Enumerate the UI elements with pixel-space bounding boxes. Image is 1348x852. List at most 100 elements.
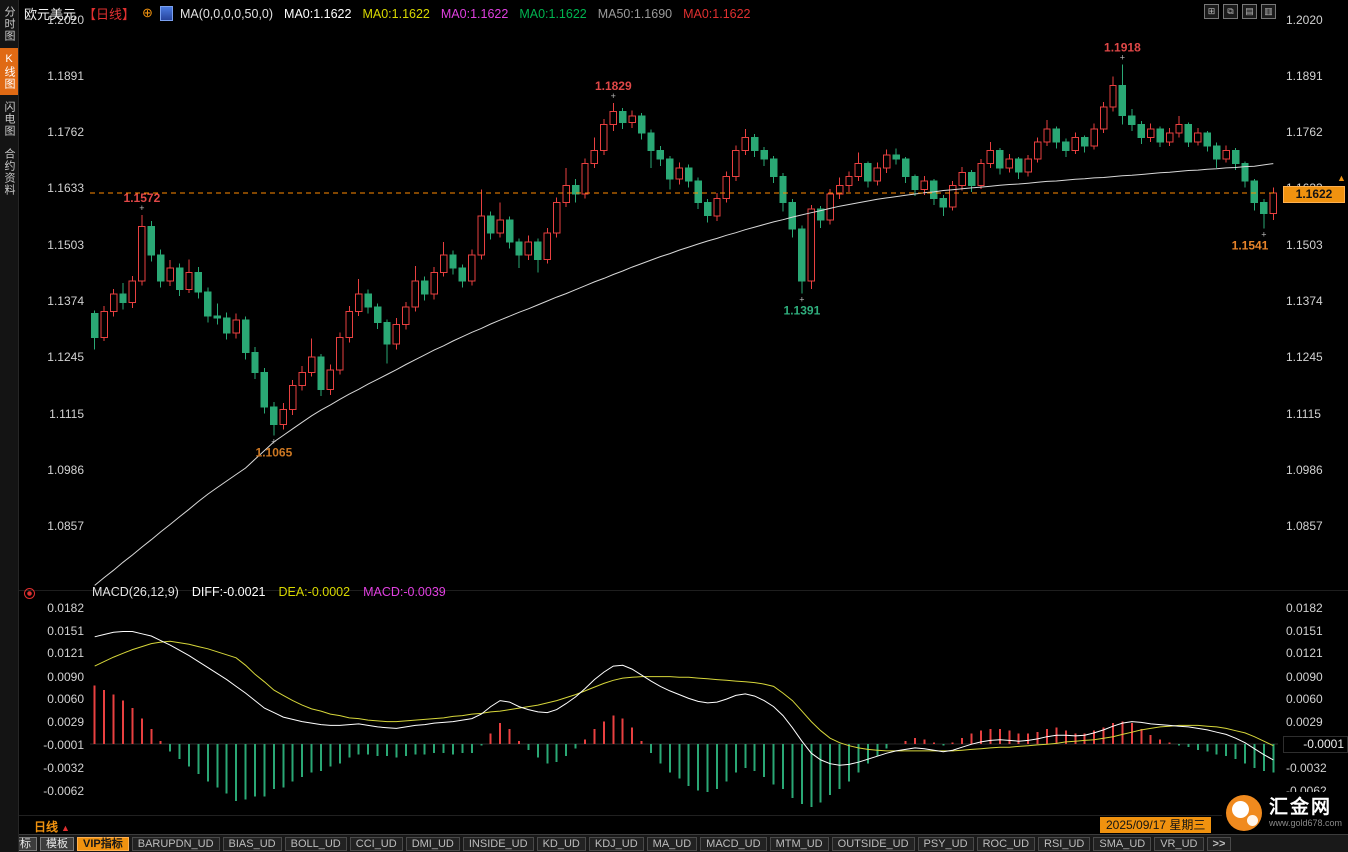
svg-text:+: +: [139, 203, 144, 213]
price-axis-label: 1.2020: [1286, 13, 1323, 28]
price-axis-label: 1.1762: [47, 125, 84, 140]
ma-legend-item: MA0:1.1622: [519, 6, 587, 21]
macd-axis-label: 0.0090: [1286, 669, 1323, 684]
ma-legend-item: MA(0,0,0,0,50,0): [179, 6, 274, 21]
current-price-tag: 1.1622: [1283, 186, 1345, 203]
svg-text:1.1829: 1.1829: [595, 79, 632, 93]
price-axis-label: 1.1374: [1286, 294, 1323, 308]
tab-rsi-ud[interactable]: RSI_UD: [1038, 836, 1091, 851]
price-axis-label: 1.1503: [1286, 237, 1323, 252]
price-axis-label: 1.0857: [47, 518, 84, 533]
tab-psy-ud[interactable]: PSY_UD: [917, 836, 974, 851]
svg-text:+: +: [1261, 229, 1266, 239]
tab-more[interactable]: >>: [1206, 836, 1232, 851]
price-axis-label: 1.1891: [1286, 69, 1323, 84]
macd-axis-label: 0.0121: [47, 646, 84, 661]
logo-icon: [1226, 795, 1262, 831]
tab-macd-ud[interactable]: MACD_UD: [700, 836, 767, 851]
tab-bias-ud[interactable]: BIAS_UD: [222, 836, 282, 851]
ma-legend-item: MA0:1.1622: [440, 6, 509, 21]
price-axis-label: 1.1503: [47, 237, 84, 252]
macd-chart[interactable]: [90, 594, 1278, 814]
macd-legend-item: MACD:-0.0039: [363, 585, 446, 599]
macd-axis-label: 0.0090: [47, 669, 84, 684]
tab-roc-ud[interactable]: ROC_UD: [976, 836, 1036, 851]
tab-sma-ud[interactable]: SMA_UD: [1093, 836, 1152, 851]
ma-legend-item: MA0:1.1622: [683, 6, 751, 21]
tab-vr-ud[interactable]: VR_UD: [1154, 836, 1204, 851]
price-axis-label: 1.1891: [47, 69, 84, 84]
panel-divider: [0, 590, 1348, 591]
ma-legend-item: MA50:1.1690: [597, 6, 673, 21]
svg-text:+: +: [799, 295, 804, 305]
price-axis-label: 1.1115: [49, 406, 84, 421]
svg-text:1.1391: 1.1391: [784, 304, 821, 318]
price-chart[interactable]: +1.1572+1.1065+1.1829+1.1391+1.1918+1.15…: [90, 14, 1278, 588]
selected-date-box: 2025/09/17 星期三: [1100, 817, 1212, 833]
macd-legend-item: DEA:-0.0002: [278, 585, 351, 599]
tab-barupdn-ud[interactable]: BARUPDN_UD: [131, 836, 220, 851]
site-logo: 汇金网 www.gold678.com: [1222, 792, 1348, 834]
price-axis-label: 1.1762: [1286, 125, 1323, 140]
split-rows-icon[interactable]: ▤: [1242, 4, 1257, 19]
tab-templates[interactable]: 模板: [40, 836, 74, 851]
svg-text:1.1065: 1.1065: [256, 445, 293, 459]
macd-legend-item: MACD(26,12,9): [92, 585, 179, 599]
price-direction-icon: ▲: [1337, 173, 1346, 183]
tab-mtm-ud[interactable]: MTM_UD: [769, 836, 829, 851]
price-axis-label: 1.1245: [47, 350, 84, 365]
chart-mode-rail: 分时图 K线图闪电图合约资料: [0, 0, 19, 852]
tab-dmi-ud[interactable]: DMI_UD: [405, 836, 460, 851]
macd-axis-label: -0.0032: [43, 761, 84, 776]
svg-text:+: +: [611, 91, 616, 101]
tab-time-chart[interactable]: 分时图: [3, 6, 15, 42]
macd-axis-label: 0.0060: [1286, 692, 1323, 707]
indicator-marker-icon[interactable]: [24, 588, 35, 599]
macd-legend-item: DIFF:-0.0021: [191, 585, 266, 599]
macd-axis-label: -0.0062: [43, 783, 84, 798]
period-title: 【日线】: [83, 6, 136, 22]
split-columns-icon[interactable]: ▥: [1261, 4, 1276, 19]
price-axis-label: 1.1245: [1286, 350, 1323, 365]
macd-axis-label: -0.0001: [43, 737, 84, 752]
macd-axis-label: 0.0151: [1286, 623, 1323, 638]
tab-kline-chart[interactable]: K线图: [0, 48, 18, 95]
add-indicator-icon[interactable]: ⊕: [142, 5, 153, 20]
tab-boll-ud[interactable]: BOLL_UD: [284, 836, 347, 851]
ma-legend-item: MA0:1.1622: [362, 6, 430, 21]
ma-legend-item: MA0:1.1622: [284, 6, 352, 21]
macd-axis-label: 0.0151: [47, 623, 84, 638]
tab-inside-ud[interactable]: INSIDE_UD: [462, 836, 534, 851]
tab-ma-ud[interactable]: MA_UD: [646, 836, 698, 851]
tab-flash-chart[interactable]: 闪电图: [3, 101, 15, 137]
window-controls: ⊞ ⧉ ▤ ▥: [1204, 4, 1276, 19]
macd-axis-label: 0.0182: [1286, 600, 1323, 615]
symbol-title: 欧元美元: [24, 6, 77, 22]
logo-text: 汇金网: [1269, 797, 1333, 818]
macd-value-box: -0.0001: [1283, 736, 1348, 753]
macd-axis-label: 0.0182: [47, 600, 84, 615]
cascade-windows-icon[interactable]: ⧉: [1223, 4, 1238, 19]
tab-cci-ud[interactable]: CCI_UD: [349, 836, 403, 851]
tab-outside-ud[interactable]: OUTSIDE_UD: [831, 836, 915, 851]
price-axis-label: 1.1633: [47, 181, 84, 196]
macd-axis-label: 0.0121: [1286, 646, 1323, 661]
svg-text:1.1572: 1.1572: [124, 191, 161, 205]
price-axis-label: 1.1115: [1286, 406, 1321, 421]
price-axis-label: 1.0986: [1286, 462, 1323, 477]
tab-kdj-ud[interactable]: KDJ_UD: [588, 836, 644, 851]
tile-windows-icon[interactable]: ⊞: [1204, 4, 1219, 19]
indicator-settings-icon[interactable]: [159, 5, 173, 21]
tab-vip-indicators[interactable]: VIP指标: [77, 836, 129, 851]
time-axis-bar: 日线 ▲ 2025/09/17 星期三: [0, 815, 1348, 835]
tab-contract-info[interactable]: 合约资料: [3, 148, 15, 196]
period-selector[interactable]: 日线 ▲: [34, 818, 70, 835]
price-axis-label: 1.0857: [1286, 518, 1323, 533]
svg-text:+: +: [1120, 52, 1125, 62]
period-arrow-icon: ▲: [61, 823, 70, 833]
svg-text:+: +: [271, 436, 276, 446]
period-selector-label: 日线: [34, 820, 59, 834]
macd-legend: MACD(26,12,9) DIFF:-0.0021 DEA:-0.0002 MACD…: [92, 585, 446, 599]
tab-kd-ud[interactable]: KD_UD: [536, 836, 586, 851]
